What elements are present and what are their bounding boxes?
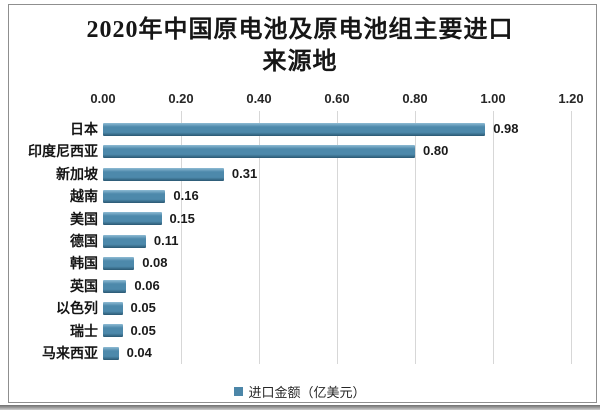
category-label: 马来西亚 [42,345,98,361]
bar [103,122,486,136]
bar [103,234,146,248]
value-label: 0.05 [130,300,156,316]
category-label: 德国 [70,233,98,249]
bar [103,346,119,360]
gridline [415,111,416,364]
value-label: 0.16 [173,188,199,204]
value-label: 0.05 [130,322,156,338]
legend-label: 进口金额（亿美元） [248,384,366,400]
x-tick-label: 0.00 [90,91,116,106]
x-tick-label: 0.80 [402,91,428,106]
category-label: 以色列 [56,300,98,317]
bar [103,212,162,226]
gridline [493,111,494,364]
value-label: 0.08 [142,255,168,271]
bar [103,167,224,181]
bar [103,145,415,159]
value-label: 0.80 [423,143,449,159]
legend: 进口金额（亿美元） [0,382,600,400]
value-label: 0.31 [231,165,258,181]
gridline [259,111,260,364]
value-label: 0.04 [126,345,152,360]
legend-marker-icon [234,386,244,396]
category-label: 越南 [70,188,98,205]
x-tick-label: 0.20 [168,91,194,106]
bar [103,301,123,315]
bar [103,257,135,271]
bottom-edge-divider [0,405,600,410]
chart-title-line2: 来源地 [262,49,338,75]
bar [103,189,166,203]
category-label: 新加坡 [56,165,98,182]
value-label: 0.98 [493,121,519,136]
chart-title: 2020年中国原电池及原电池组主要进口 来源地 [0,14,600,78]
category-label: 印度尼西亚 [28,143,98,160]
value-label: 0.11 [153,233,179,248]
category-label: 瑞士 [70,322,98,339]
value-label: 0.06 [134,277,160,293]
gridline [571,111,572,364]
x-tick-label: 1.00 [480,91,506,106]
x-tick-label: 0.60 [324,91,350,106]
x-tick-label: 1.20 [558,91,584,106]
bar [103,279,127,293]
x-tick-label: 0.40 [246,91,272,106]
value-label: 0.15 [169,210,195,226]
category-label: 英国 [70,277,98,294]
category-label: 日本 [70,121,98,137]
bar [103,324,123,338]
gridline [337,111,338,364]
category-label: 美国 [70,210,98,227]
chart-title-line1: 2020年中国原电池及原电池组主要进口 [86,17,514,43]
gridline [181,111,182,364]
category-label: 韩国 [70,255,98,272]
